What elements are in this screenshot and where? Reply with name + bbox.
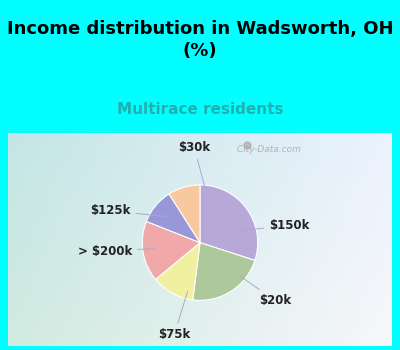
Text: Income distribution in Wadsworth, OH
(%): Income distribution in Wadsworth, OH (%)	[7, 20, 393, 60]
Text: $30k: $30k	[178, 141, 210, 188]
Wedge shape	[146, 194, 200, 243]
Text: $75k: $75k	[158, 292, 190, 342]
Text: City-Data.com: City-Data.com	[234, 145, 301, 154]
Text: $150k: $150k	[240, 219, 310, 232]
Text: Multirace residents: Multirace residents	[117, 102, 283, 117]
Wedge shape	[193, 243, 255, 300]
Wedge shape	[200, 185, 258, 260]
Wedge shape	[169, 185, 200, 243]
Wedge shape	[142, 222, 200, 279]
Text: > $200k: > $200k	[78, 245, 154, 258]
Text: $125k: $125k	[90, 204, 166, 217]
Text: $20k: $20k	[240, 276, 291, 307]
Wedge shape	[156, 243, 200, 300]
